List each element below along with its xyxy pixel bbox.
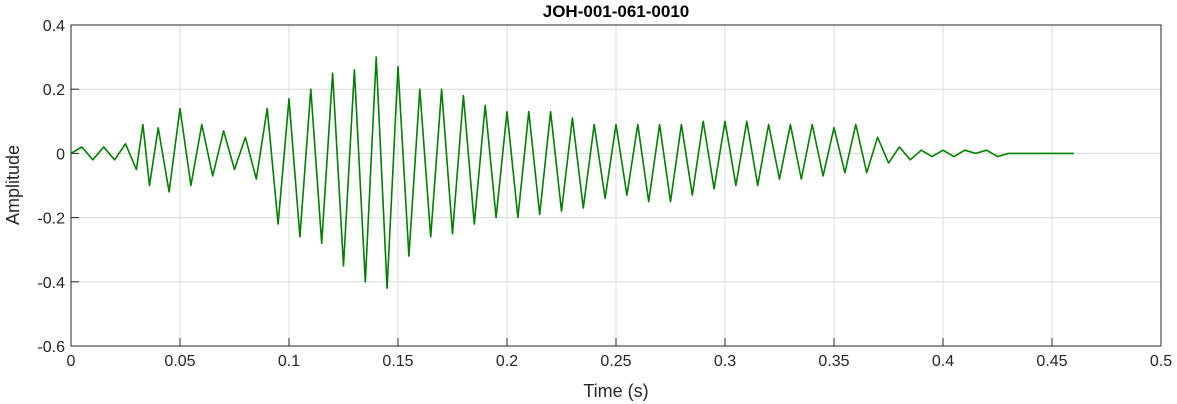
x-tick-label: 0.35 bbox=[818, 353, 849, 370]
y-tick-label: 0.2 bbox=[43, 82, 65, 99]
y-tick-label: 0.4 bbox=[43, 18, 65, 35]
series-line bbox=[70, 56, 1074, 290]
x-tick-label: 0.4 bbox=[932, 353, 954, 370]
x-tick-label: 0.3 bbox=[714, 353, 736, 370]
x-tick-label: 0 bbox=[67, 353, 76, 370]
series-layer bbox=[70, 56, 1074, 290]
x-tick-label: 0.15 bbox=[382, 353, 413, 370]
x-tick-labels: 0 0.05 0.1 0.15 0.2 0.25 0.3 0.35 0.4 0.45 0.5 bbox=[67, 353, 1173, 370]
chart-title: JOH-001-061-0010 bbox=[543, 2, 689, 21]
y-tick-label: 0 bbox=[56, 146, 65, 163]
x-tick-label: 0.5 bbox=[1150, 353, 1172, 370]
y-tick-label: -0.6 bbox=[37, 339, 65, 356]
x-axis-label: Time (s) bbox=[583, 381, 648, 401]
y-tick-labels: -0.6 -0.4 -0.2 0 0.2 0.4 bbox=[37, 18, 65, 356]
x-tick-label: 0.45 bbox=[1036, 353, 1067, 370]
y-tick-label: -0.4 bbox=[37, 275, 65, 292]
plot-frame bbox=[70, 24, 1162, 347]
y-axis-label: Amplitude bbox=[3, 145, 23, 225]
x-tick-label: 0.2 bbox=[496, 353, 518, 370]
x-tick-label: 0.25 bbox=[600, 353, 631, 370]
x-tick-label: 0.1 bbox=[278, 353, 300, 370]
x-tick-label: 0.05 bbox=[164, 353, 195, 370]
y-tick-label: -0.2 bbox=[37, 211, 65, 228]
